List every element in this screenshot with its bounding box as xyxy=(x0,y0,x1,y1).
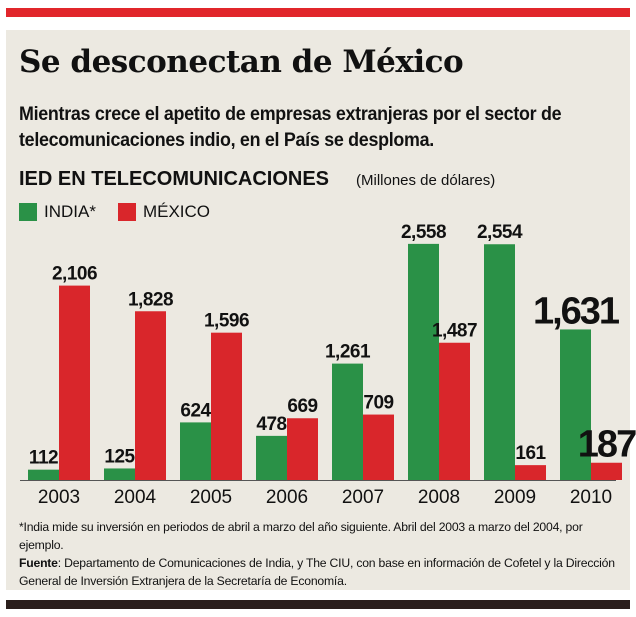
footnote-source: Fuente: Departamento de Comunicaciones d… xyxy=(19,554,619,590)
headline: Se desconectan de México xyxy=(19,44,464,80)
bar-india-2007 xyxy=(332,363,363,480)
value-label-india-2003: 112 xyxy=(29,448,58,469)
footnote-note: *India mide su inversión en periodos de … xyxy=(19,520,583,552)
x-tick-label-2007: 2007 xyxy=(342,487,384,508)
bar-mexico-2003 xyxy=(59,285,90,480)
legend: INDIA* MÉXICO xyxy=(19,202,232,222)
value-label-mexico-2010: 187 xyxy=(578,424,636,466)
value-label-india-2005: 624 xyxy=(180,400,211,421)
footnote: *India mide su inversión en periodos de … xyxy=(19,518,619,590)
legend-label-india: INDIA* xyxy=(44,202,96,221)
x-tick-label-2004: 2004 xyxy=(114,487,157,508)
bar-india-2005 xyxy=(180,422,211,480)
source-text: : Departamento de Comunicaciones de Indi… xyxy=(19,556,615,588)
value-label-mexico-2008: 1,487 xyxy=(432,321,477,342)
legend-item-mexico: MÉXICO xyxy=(117,202,211,222)
bar-mexico-2006 xyxy=(287,418,318,480)
legend-swatch-mexico xyxy=(117,203,136,221)
chart-title: IED EN TELECOMUNICACIONES xyxy=(19,168,330,190)
value-label-mexico-2003: 2,106 xyxy=(52,264,97,285)
bar-mexico-2005 xyxy=(211,332,242,480)
legend-label-mexico: MÉXICO xyxy=(142,202,211,221)
chart-unit: (Millones de dólares) xyxy=(356,172,496,189)
source-label: Fuente xyxy=(19,556,58,570)
value-label-india-2007: 1,261 xyxy=(325,342,371,363)
bar-mexico-2010 xyxy=(591,462,622,480)
bar-india-2008 xyxy=(408,243,439,480)
bar-india-2003 xyxy=(28,469,59,480)
value-label-mexico-2007: 709 xyxy=(363,393,393,414)
bar-india-2004 xyxy=(104,468,135,480)
top-rule xyxy=(6,8,630,17)
legend-swatch-india xyxy=(19,203,37,221)
bar-mexico-2009 xyxy=(515,465,546,480)
value-label-india-2008: 2,558 xyxy=(401,222,446,243)
deck: Mientras crece el apetito de empresas ex… xyxy=(19,104,562,151)
value-label-india-2010: 1,631 xyxy=(533,290,620,332)
chart-panel xyxy=(6,30,630,590)
bar-mexico-2008 xyxy=(439,342,470,480)
x-tick-label-2008: 2008 xyxy=(418,487,460,508)
bar-mexico-2007 xyxy=(363,414,394,480)
bar-mexico-2004 xyxy=(135,311,166,480)
x-tick-label-2006: 2006 xyxy=(266,487,308,508)
x-tick-label-2005: 2005 xyxy=(190,487,232,508)
x-tick-label-2003: 2003 xyxy=(38,487,80,508)
legend-item-india: INDIA* xyxy=(19,202,96,222)
value-label-india-2009: 2,554 xyxy=(477,222,523,243)
value-label-mexico-2006: 669 xyxy=(287,396,317,417)
value-label-mexico-2009: 161 xyxy=(515,443,546,464)
bar-india-2006 xyxy=(256,435,287,480)
bar-india-2010 xyxy=(560,329,591,480)
value-label-india-2004: 125 xyxy=(104,446,135,467)
value-label-india-2006: 478 xyxy=(256,414,286,435)
x-tick-label-2010: 2010 xyxy=(570,487,612,508)
bar-india-2009 xyxy=(484,244,515,480)
value-label-mexico-2005: 1,596 xyxy=(204,311,249,332)
bottom-rule xyxy=(6,600,630,609)
x-tick-label-2009: 2009 xyxy=(494,487,536,508)
value-label-mexico-2004: 1,828 xyxy=(128,289,173,310)
